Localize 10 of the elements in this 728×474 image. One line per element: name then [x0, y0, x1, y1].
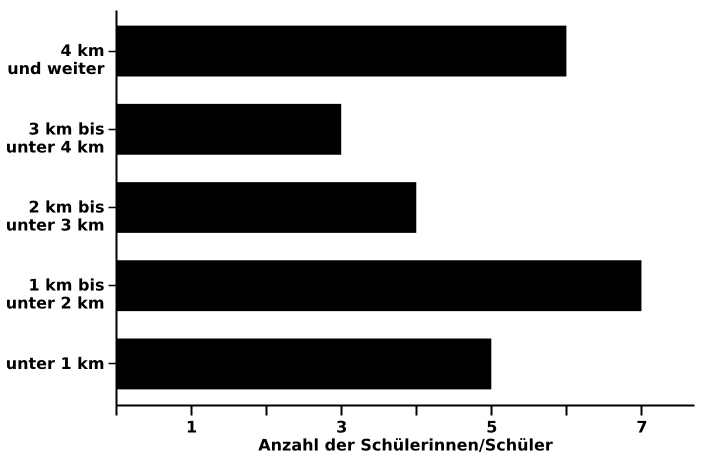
x-tick-label: 5 [486, 418, 498, 436]
x-tick-label: 3 [336, 418, 348, 436]
x-axis-title: Anzahl der Schülerinnen/Schüler [258, 436, 553, 454]
y-tick-label: 2 km bis unter 3 km [6, 198, 104, 234]
x-tick-label: 7 [636, 418, 648, 436]
y-tick-label: 4 km und weiter [7, 41, 105, 78]
y-tick-label: 3 km bis unter 4 km [6, 119, 104, 156]
y-tick-label: 1 km bis unter 2 km [6, 276, 104, 313]
y-tick-label: unter 1 km [6, 354, 104, 373]
x-tick-label: 1 [186, 418, 198, 436]
